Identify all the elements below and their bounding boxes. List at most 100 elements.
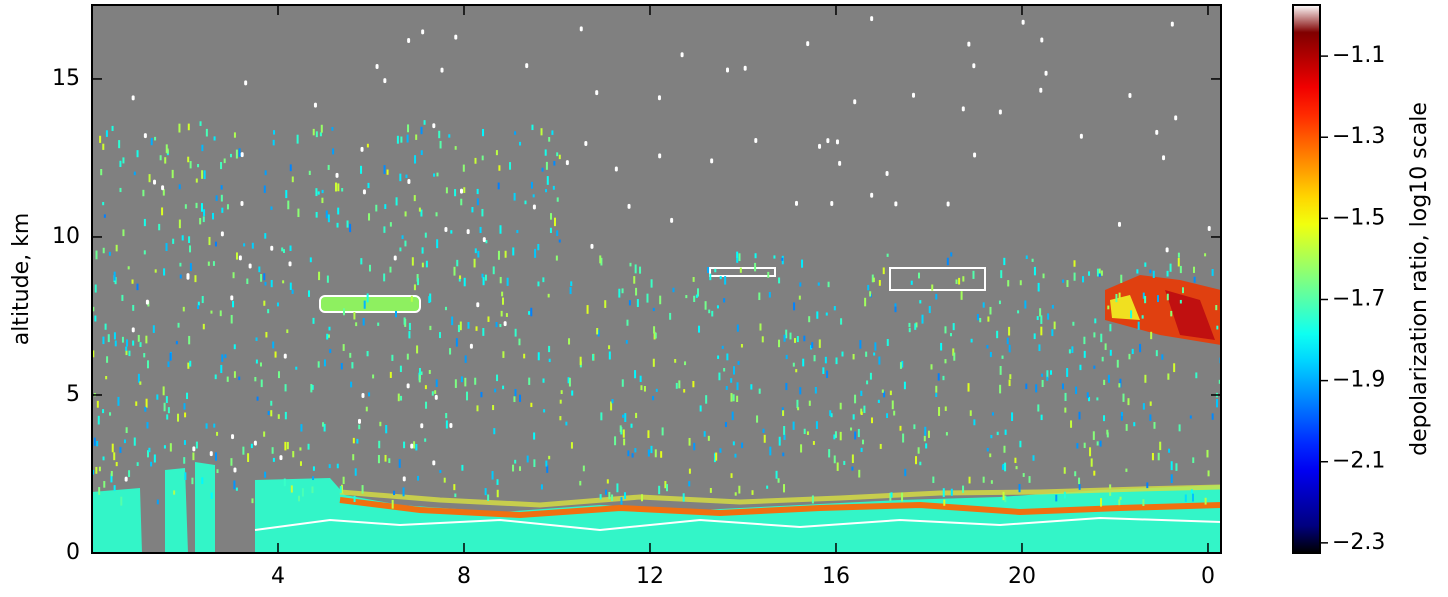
speck: [1079, 364, 1082, 371]
speck: [421, 29, 425, 35]
speck: [128, 470, 131, 477]
speck: [423, 120, 426, 125]
speck: [202, 216, 205, 223]
speck: [145, 398, 148, 408]
speck: [1088, 396, 1091, 402]
speck: [652, 395, 655, 401]
speck: [730, 393, 733, 402]
speck: [737, 361, 740, 365]
speck: [413, 441, 416, 449]
speck: [775, 470, 778, 479]
speck: [991, 412, 994, 416]
speck: [150, 137, 153, 146]
speck: [611, 494, 614, 502]
speck: [624, 413, 627, 422]
speck: [391, 499, 394, 509]
speck: [699, 405, 702, 412]
speck: [1159, 441, 1162, 451]
speck: [565, 421, 568, 426]
speck: [1025, 383, 1028, 390]
speck: [405, 174, 408, 178]
speck: [1193, 276, 1196, 283]
speck: [953, 352, 956, 361]
speck: [1066, 280, 1069, 288]
speck: [332, 148, 335, 155]
speck: [999, 365, 1002, 375]
speck: [327, 164, 330, 170]
speck: [606, 479, 609, 484]
speck: [1168, 448, 1171, 453]
speck: [309, 257, 312, 263]
speck: [626, 319, 629, 326]
speck: [545, 460, 548, 467]
speck: [187, 156, 190, 163]
speck: [708, 309, 711, 314]
speck: [549, 227, 552, 233]
speck: [214, 374, 217, 380]
speck: [743, 65, 747, 71]
speck: [1071, 346, 1074, 353]
speck: [406, 134, 409, 143]
speck: [937, 373, 940, 381]
speck: [798, 295, 801, 300]
speck: [664, 480, 667, 489]
speck: [407, 124, 410, 133]
speck: [454, 493, 457, 498]
speck: [680, 52, 684, 58]
speck: [283, 353, 287, 359]
speck: [592, 354, 595, 361]
speck: [732, 441, 735, 446]
speck: [513, 192, 516, 201]
speck: [865, 351, 868, 357]
speck: [158, 223, 161, 231]
speck: [546, 465, 549, 473]
speck: [1157, 295, 1160, 303]
speck: [1179, 265, 1182, 274]
speck: [778, 277, 781, 284]
speck: [389, 371, 392, 378]
speck: [300, 424, 303, 432]
speck: [1000, 270, 1003, 279]
speck: [1100, 498, 1103, 507]
speck: [456, 259, 459, 267]
speck: [96, 440, 99, 447]
speck: [1170, 21, 1174, 27]
speck: [1204, 253, 1207, 257]
speck: [476, 302, 480, 308]
speck: [639, 266, 642, 274]
speck: [424, 232, 427, 238]
speck: [476, 198, 479, 206]
speck: [1216, 399, 1219, 408]
speck: [1173, 363, 1176, 373]
speck: [284, 411, 287, 420]
speck: [420, 209, 423, 217]
speck: [362, 189, 366, 195]
speck: [1182, 287, 1185, 294]
speck: [1083, 442, 1086, 449]
speck: [643, 385, 646, 392]
speck: [901, 492, 904, 502]
speck: [221, 354, 224, 362]
speck: [114, 277, 117, 285]
speck: [782, 452, 785, 457]
speck: [432, 460, 436, 466]
speck: [783, 334, 786, 342]
speck: [349, 352, 352, 358]
speck: [741, 442, 744, 449]
speck: [1103, 415, 1106, 422]
speck: [213, 423, 216, 428]
speck: [782, 410, 785, 416]
speck: [928, 305, 931, 314]
speck: [944, 326, 947, 334]
speck: [238, 148, 241, 157]
speck: [375, 204, 378, 212]
speck: [286, 441, 289, 450]
speck: [312, 466, 315, 471]
speck: [240, 152, 244, 158]
speck: [232, 272, 235, 279]
speck: [299, 447, 302, 451]
speck: [570, 442, 573, 449]
speck: [120, 496, 123, 506]
speck: [1019, 280, 1022, 286]
speck: [614, 436, 617, 446]
